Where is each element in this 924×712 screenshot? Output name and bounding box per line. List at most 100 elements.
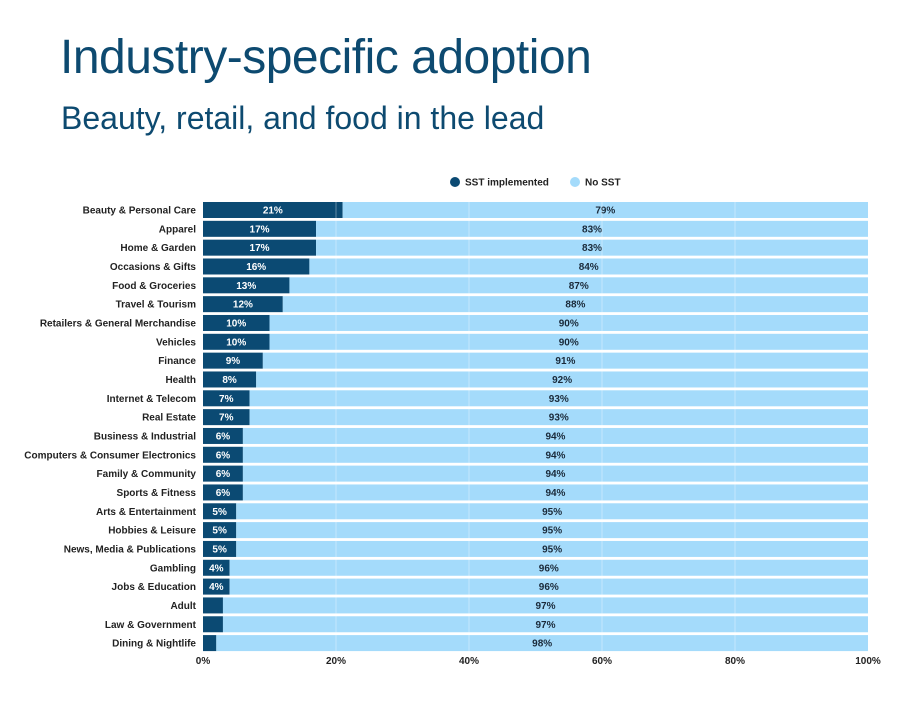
data-label: 13% [236, 281, 256, 292]
data-label: 97% [535, 601, 555, 612]
bar-segment [222, 616, 868, 633]
category-label: Health [165, 375, 196, 386]
data-label: 5% [212, 507, 227, 518]
data-label: 16% [246, 262, 266, 273]
bar-segment [309, 258, 868, 275]
bar-segment [203, 635, 217, 652]
data-label: 10% [226, 318, 246, 329]
bar-segment [203, 296, 283, 313]
data-label: 4% [209, 563, 224, 574]
bar-segment [316, 220, 868, 237]
bar-segment [242, 484, 868, 501]
data-label: 88% [565, 300, 585, 311]
bar-segment [203, 540, 237, 557]
bar-segment [222, 597, 868, 614]
bar-segment [216, 635, 869, 652]
chart-title: Industry-specific adoption [60, 31, 592, 84]
data-label: 96% [539, 582, 559, 593]
data-label: 91% [555, 356, 575, 367]
data-label: 6% [216, 450, 231, 461]
category-label: Adult [170, 601, 196, 612]
bar-segment [229, 578, 869, 595]
bar-segment [203, 220, 317, 237]
bar-segment [203, 484, 243, 501]
bar-segment [203, 314, 270, 331]
bar-segment [249, 409, 869, 426]
bar-segment [203, 371, 257, 388]
bar-segment [203, 277, 290, 294]
data-label: 7% [219, 413, 234, 424]
data-label: 95% [542, 507, 562, 518]
data-label: 98% [532, 639, 552, 650]
bar-segment [203, 616, 223, 633]
data-label: 95% [542, 526, 562, 537]
data-label: 83% [582, 224, 602, 235]
category-label: Arts & Entertainment [96, 507, 197, 518]
bar-segment [203, 578, 230, 595]
x-tick-label: 100% [855, 656, 881, 667]
category-label: Sports & Fitness [117, 488, 197, 499]
bar-segment [229, 559, 869, 576]
legend-marker [450, 177, 460, 187]
category-label: Internet & Telecom [107, 394, 196, 405]
category-label: Food & Groceries [112, 281, 196, 292]
bar-segment [203, 333, 270, 350]
category-label: Travel & Tourism [116, 300, 197, 311]
data-label: 6% [216, 431, 231, 442]
x-tick-label: 20% [326, 656, 346, 667]
bar-segment [203, 390, 250, 407]
data-label: 94% [545, 431, 565, 442]
data-label: 96% [539, 563, 559, 574]
data-label: 79% [595, 206, 615, 217]
bar-segment [236, 503, 868, 520]
data-label: 12% [233, 300, 253, 311]
bar-segment [269, 333, 868, 350]
bar-segment [256, 371, 868, 388]
x-tick-label: 40% [459, 656, 479, 667]
bar-segment [203, 239, 317, 256]
category-label: Vehicles [156, 337, 196, 348]
category-label: Hobbies & Leisure [108, 526, 196, 537]
bar-segment [203, 409, 250, 426]
data-label: 83% [582, 243, 602, 254]
bar-segment [236, 540, 868, 557]
chart-subtitle: Beauty, retail, and food in the lead [61, 100, 545, 136]
category-label: Business & Industrial [94, 431, 196, 442]
bar-segment [203, 503, 237, 520]
data-label: 5% [212, 544, 227, 555]
x-tick-label: 80% [725, 656, 745, 667]
legend-label: SST implemented [465, 178, 549, 189]
x-tick-label: 60% [592, 656, 612, 667]
bar-segment [282, 296, 868, 313]
category-label: Family & Community [97, 469, 197, 480]
bar-segment [242, 465, 868, 482]
category-label: Home & Garden [120, 243, 196, 254]
bar-segment [262, 352, 869, 369]
x-tick-label: 0% [196, 656, 211, 667]
bar-segment [203, 427, 243, 444]
data-label: 17% [250, 224, 270, 235]
data-label: 5% [212, 526, 227, 537]
category-label: Gambling [150, 563, 196, 574]
category-label: Occasions & Gifts [110, 262, 197, 273]
data-label: 4% [209, 582, 224, 593]
bar-segment [242, 446, 868, 463]
category-label: Law & Government [105, 620, 197, 631]
category-label: Computers & Consumer Electronics [24, 450, 196, 461]
data-label: 94% [545, 469, 565, 480]
bar-segment [342, 202, 868, 218]
bar-segment [203, 465, 243, 482]
category-label: Apparel [159, 224, 196, 235]
data-label: 93% [549, 413, 569, 424]
data-label: 9% [226, 356, 241, 367]
data-label: 94% [545, 488, 565, 499]
bar-segment [242, 427, 868, 444]
category-label: Dining & Nightlife [112, 639, 196, 650]
bar-segment [269, 314, 868, 331]
bar-segment [203, 446, 243, 463]
data-label: 95% [542, 544, 562, 555]
bar-segment [203, 202, 343, 218]
bar-segment [316, 239, 868, 256]
data-label: 93% [549, 394, 569, 405]
